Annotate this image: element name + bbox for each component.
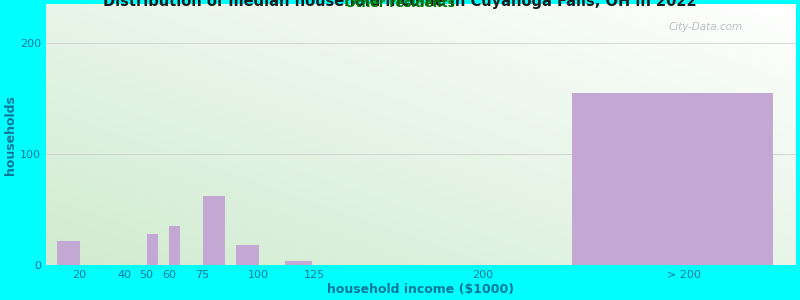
Bar xyxy=(202,196,225,265)
Text: City-Data.com: City-Data.com xyxy=(668,22,742,32)
Y-axis label: households: households xyxy=(4,95,17,175)
Text: Other residents: Other residents xyxy=(345,0,455,10)
Text: Distribution of median household income in Cuyahoga Falls, OH in 2022: Distribution of median household income … xyxy=(103,0,697,9)
Bar xyxy=(286,261,312,265)
Bar xyxy=(572,93,774,265)
X-axis label: household income ($1000): household income ($1000) xyxy=(327,283,514,296)
Bar xyxy=(146,234,158,265)
Bar xyxy=(236,245,258,265)
Bar xyxy=(57,241,79,265)
Bar xyxy=(169,226,180,265)
